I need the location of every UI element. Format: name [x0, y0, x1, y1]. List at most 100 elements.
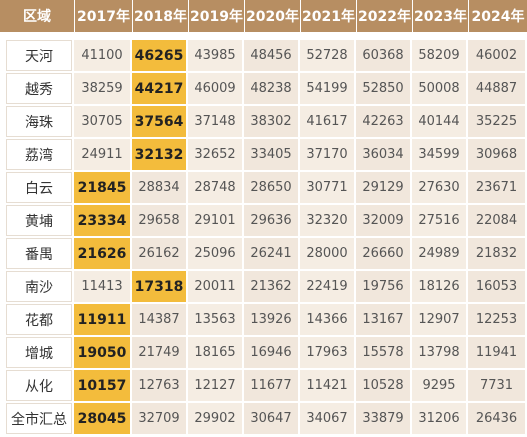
value-cell: 43985 — [188, 40, 242, 71]
value-cell: 30771 — [300, 172, 354, 203]
value-cell: 26436 — [468, 403, 525, 434]
value-cell: 11941 — [468, 337, 525, 368]
value-cell-highlight: 44217 — [132, 73, 186, 104]
value-cell: 28000 — [300, 238, 354, 269]
value-cell: 10528 — [356, 370, 410, 401]
value-cell: 12253 — [468, 304, 525, 335]
value-cell: 32009 — [356, 205, 410, 236]
value-cell: 29129 — [356, 172, 410, 203]
value-cell: 31206 — [412, 403, 466, 434]
header-year: 2021年 — [301, 0, 356, 32]
value-cell: 12763 — [132, 370, 186, 401]
value-cell: 26241 — [244, 238, 298, 269]
value-cell-highlight: 32132 — [132, 139, 186, 170]
value-cell-highlight: 10157 — [74, 370, 130, 401]
value-cell: 34067 — [300, 403, 354, 434]
value-cell: 48238 — [244, 73, 298, 104]
value-cell: 32320 — [300, 205, 354, 236]
header-year: 2019年 — [189, 0, 244, 32]
value-cell: 24911 — [74, 139, 130, 170]
value-cell: 38302 — [244, 106, 298, 137]
value-cell: 13167 — [356, 304, 410, 335]
value-cell: 29636 — [244, 205, 298, 236]
value-cell: 16053 — [468, 271, 525, 302]
value-cell: 38259 — [74, 73, 130, 104]
value-cell: 41100 — [74, 40, 130, 71]
value-cell: 21832 — [468, 238, 525, 269]
row-region-label: 越秀 — [6, 73, 72, 104]
value-cell: 37170 — [300, 139, 354, 170]
header-year: 2020年 — [245, 0, 300, 32]
value-cell: 35225 — [468, 106, 525, 137]
value-cell: 40144 — [412, 106, 466, 137]
value-cell: 60368 — [356, 40, 410, 71]
value-cell: 25096 — [188, 238, 242, 269]
value-cell: 20011 — [188, 271, 242, 302]
value-cell: 29658 — [132, 205, 186, 236]
value-cell-highlight: 19050 — [74, 337, 130, 368]
row-region-label: 南沙 — [6, 271, 72, 302]
value-cell-highlight: 11911 — [74, 304, 130, 335]
value-cell: 46009 — [188, 73, 242, 104]
value-cell-highlight: 37564 — [132, 106, 186, 137]
value-cell: 11677 — [244, 370, 298, 401]
value-cell: 7731 — [468, 370, 525, 401]
value-cell: 44887 — [468, 73, 525, 104]
value-cell: 11421 — [300, 370, 354, 401]
row-region-label: 荔湾 — [6, 139, 72, 170]
row-region-label: 花都 — [6, 304, 72, 335]
value-cell: 12907 — [412, 304, 466, 335]
value-cell: 30647 — [244, 403, 298, 434]
value-cell: 27516 — [412, 205, 466, 236]
value-cell: 11413 — [74, 271, 130, 302]
value-cell: 29902 — [188, 403, 242, 434]
value-cell: 14366 — [300, 304, 354, 335]
row-region-label: 增城 — [6, 337, 72, 368]
value-cell: 21749 — [132, 337, 186, 368]
header-year: 2023年 — [413, 0, 468, 32]
value-cell-highlight: 21845 — [74, 172, 130, 203]
header-year: 2017年 — [75, 0, 132, 32]
value-cell: 24989 — [412, 238, 466, 269]
value-cell: 26162 — [132, 238, 186, 269]
value-cell: 46002 — [468, 40, 525, 71]
value-cell: 23671 — [468, 172, 525, 203]
value-cell: 21362 — [244, 271, 298, 302]
value-cell: 9295 — [412, 370, 466, 401]
value-cell: 30705 — [74, 106, 130, 137]
row-region-label: 番禺 — [6, 238, 72, 269]
value-cell: 18126 — [412, 271, 466, 302]
value-cell: 16946 — [244, 337, 298, 368]
value-cell: 14387 — [132, 304, 186, 335]
value-cell: 58209 — [412, 40, 466, 71]
header-year: 2024年 — [469, 0, 527, 32]
value-cell: 41617 — [300, 106, 354, 137]
value-cell: 32709 — [132, 403, 186, 434]
value-cell: 42263 — [356, 106, 410, 137]
value-cell: 22419 — [300, 271, 354, 302]
row-region-label: 从化 — [6, 370, 72, 401]
value-cell: 52850 — [356, 73, 410, 104]
value-cell: 54199 — [300, 73, 354, 104]
value-cell: 28748 — [188, 172, 242, 203]
value-cell: 32652 — [188, 139, 242, 170]
value-cell: 28650 — [244, 172, 298, 203]
value-cell: 36034 — [356, 139, 410, 170]
row-region-label: 黄埔 — [6, 205, 72, 236]
value-cell: 37148 — [188, 106, 242, 137]
value-cell: 13563 — [188, 304, 242, 335]
header-region: 区域 — [0, 0, 74, 32]
value-cell-highlight: 17318 — [132, 271, 186, 302]
value-cell: 50008 — [412, 73, 466, 104]
value-cell: 17963 — [300, 337, 354, 368]
value-cell-highlight: 21626 — [74, 238, 130, 269]
value-cell: 48456 — [244, 40, 298, 71]
header-year: 2018年 — [133, 0, 188, 32]
value-cell: 13798 — [412, 337, 466, 368]
value-cell: 33879 — [356, 403, 410, 434]
value-cell: 26660 — [356, 238, 410, 269]
value-cell-highlight: 28045 — [74, 403, 130, 434]
value-cell: 19756 — [356, 271, 410, 302]
value-cell: 52728 — [300, 40, 354, 71]
